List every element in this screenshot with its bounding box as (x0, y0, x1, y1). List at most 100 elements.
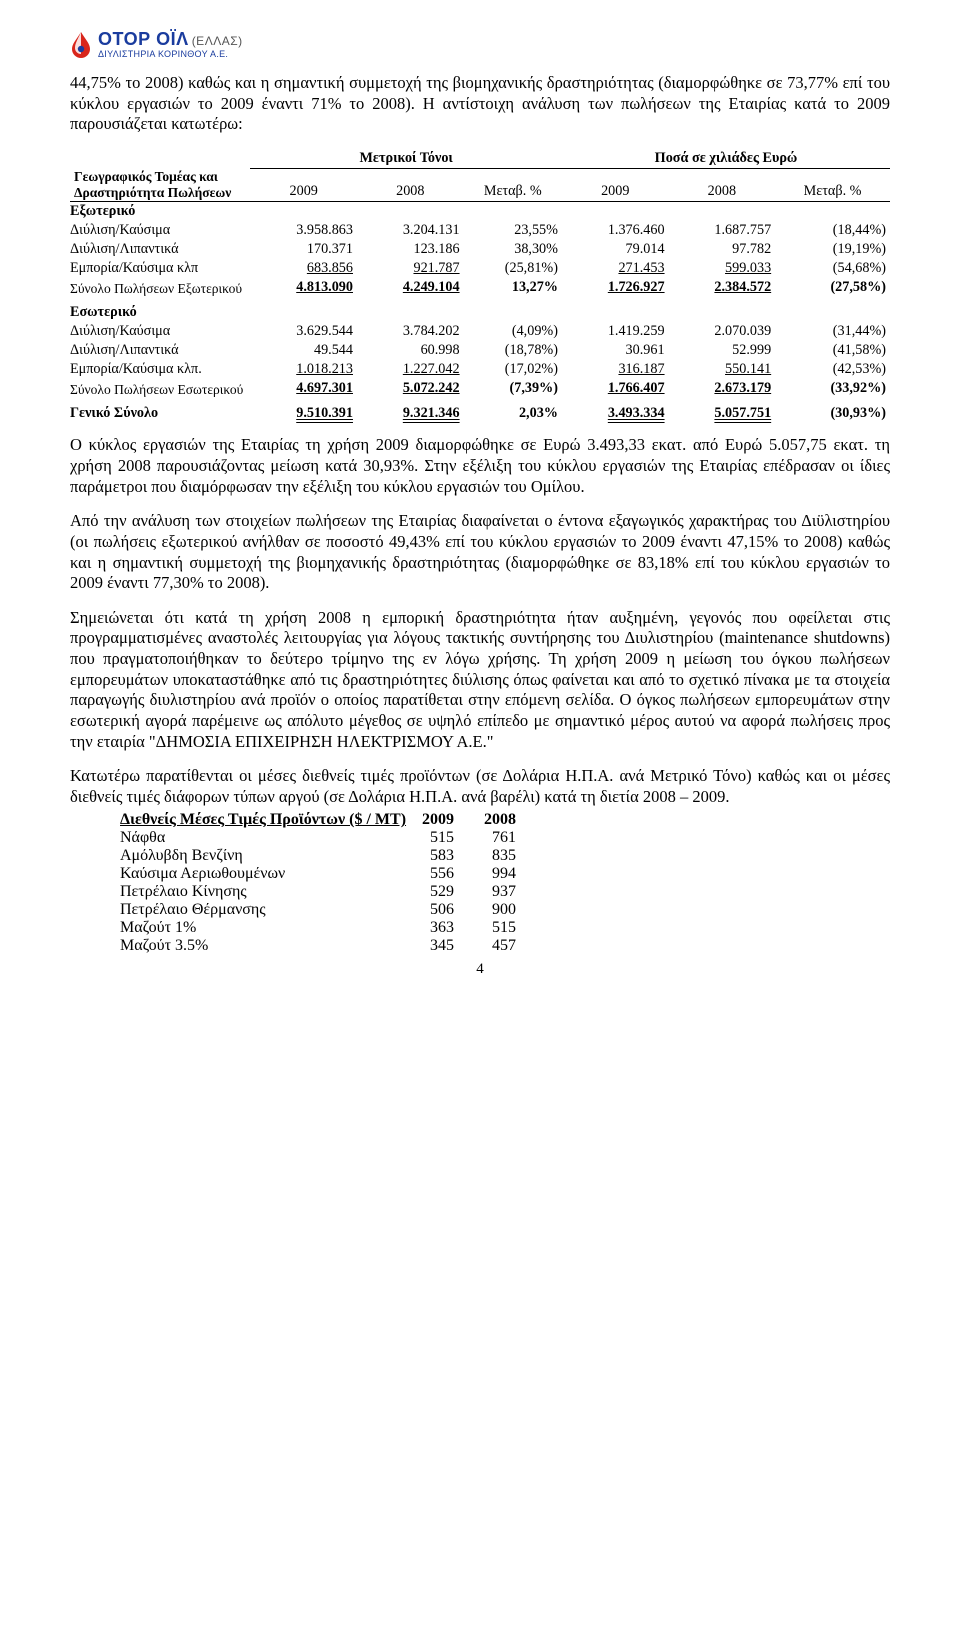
row-label: Νάφθα (120, 829, 422, 847)
cell: 170.371 (250, 240, 357, 259)
row-label: Διύλιση/Καύσιμα (70, 322, 250, 341)
col-delta-b: Μεταβ. % (775, 168, 890, 202)
cell: (18,44%) (775, 221, 890, 240)
cell: (25,81%) (464, 259, 562, 278)
table-row: Διύλιση/Λιπαντικά 49.544 60.998 (18,78%)… (70, 341, 890, 360)
cell: 2,03% (464, 404, 562, 423)
cell: 3.784.202 (357, 322, 464, 341)
group-thousands-eur: Ποσά σε χιλιάδες Ευρώ (562, 149, 890, 169)
paragraph-4: Σημειώνεται ότι κατά τη χρήση 2008 η εμπ… (70, 608, 890, 752)
cell: 599.033 (669, 259, 776, 278)
ext-total-label: Σύνολο Πωλήσεων Εξωτερικού (70, 278, 250, 297)
cell: 316.187 (562, 360, 669, 379)
cell: 835 (484, 847, 546, 865)
ext-label: Εξωτερικό (70, 202, 250, 222)
cell: 1.726.927 (562, 278, 669, 297)
cell: 5.057.751 (669, 404, 776, 423)
cell: 271.453 (562, 259, 669, 278)
cell: 4.697.301 (250, 379, 357, 398)
int-label: Εσωτερικό (70, 303, 250, 322)
cell: 1.376.460 (562, 221, 669, 240)
col-2009-b: 2009 (562, 168, 669, 202)
row-label: Διύλιση/Λιπαντικά (70, 240, 250, 259)
cell: 1.687.757 (669, 221, 776, 240)
cell: 583 (422, 847, 484, 865)
cell: 506 (422, 901, 484, 919)
paragraph-5: Κατωτέρω παρατίθενται οι μέσες διεθνείς … (70, 766, 890, 807)
section-ext-header: Εξωτερικό (70, 202, 890, 222)
cell: 457 (484, 937, 546, 955)
cell: 1.766.407 (562, 379, 669, 398)
group-header-row: Μετρικοί Τόνοι Ποσά σε χιλιάδες Ευρώ (70, 149, 890, 169)
cell: 3.629.544 (250, 322, 357, 341)
cell: 556 (422, 865, 484, 883)
cell: 2.384.572 (669, 278, 776, 297)
section-int-header: Εσωτερικό (70, 303, 890, 322)
company-logo: ΟΤΟΡ ΟΪΛ(ΕΛΛΑΣ) ΔΙΥΛΙΣΤΗΡΙΑ ΚΟΡΙΝΘΟΥ Α.Ε… (70, 30, 890, 59)
cell: 363 (422, 919, 484, 937)
row-label: Μαζούτ 1% (120, 919, 422, 937)
sales-analysis-table: Μετρικοί Τόνοι Ποσά σε χιλιάδες Ευρώ Γεω… (70, 149, 890, 424)
row-label: Διύλιση/Καύσιμα (70, 221, 250, 240)
cell: 4.249.104 (357, 278, 464, 297)
int-total-row: Σύνολο Πωλήσεων Εσωτερικού 4.697.301 5.0… (70, 379, 890, 398)
cell: 529 (422, 883, 484, 901)
cell: 515 (484, 919, 546, 937)
logo-suffix: (ΕΛΛΑΣ) (192, 34, 243, 48)
row-label: Εμπορία/Καύσιμα κλπ (70, 259, 250, 278)
cell: 3.493.334 (562, 404, 669, 423)
cell: 30.961 (562, 341, 669, 360)
table-row: Εμπορία/Καύσιμα κλπ 683.856 921.787 (25,… (70, 259, 890, 278)
table-row: Καύσιμα Αεριωθουμένων 556 994 (120, 865, 546, 883)
cell: 52.999 (669, 341, 776, 360)
ext-total-row: Σύνολο Πωλήσεων Εξωτερικού 4.813.090 4.2… (70, 278, 890, 297)
prices-header-row: Διεθνείς Μέσες Τιμές Προϊόντων ($ / ΜΤ) … (120, 811, 546, 829)
row-label: Πετρέλαιο Κίνησης (120, 883, 422, 901)
col-2009-a: 2009 (250, 168, 357, 202)
intro-paragraph: 44,75% το 2008) καθώς και η σημαντική συ… (70, 73, 890, 135)
cell: 1.227.042 (357, 360, 464, 379)
prices-title: Διεθνείς Μέσες Τιμές Προϊόντων ($ / ΜΤ) (120, 811, 422, 829)
cell: (30,93%) (775, 404, 890, 423)
row-label: Διύλιση/Λιπαντικά (70, 341, 250, 360)
col-2008-a: 2008 (357, 168, 464, 202)
cell: 13,27% (464, 278, 562, 297)
grand-total-label: Γενικό Σύνολο (70, 404, 250, 423)
row-label: Πετρέλαιο Θέρμανσης (120, 901, 422, 919)
prices-col-2008: 2008 (484, 811, 546, 829)
prices-col-2009: 2009 (422, 811, 484, 829)
cell: 5.072.242 (357, 379, 464, 398)
table-row: Αμόλυβδη Βενζίνη 583 835 (120, 847, 546, 865)
cell: 921.787 (357, 259, 464, 278)
cell: (7,39%) (464, 379, 562, 398)
cell: 3.204.131 (357, 221, 464, 240)
row-label: Μαζούτ 3.5% (120, 937, 422, 955)
product-prices-table: Διεθνείς Μέσες Τιμές Προϊόντων ($ / ΜΤ) … (120, 811, 546, 955)
page-container: ΟΤΟΡ ΟΪΛ(ΕΛΛΑΣ) ΔΙΥΛΙΣΤΗΡΙΑ ΚΟΡΙΝΘΟΥ Α.Ε… (0, 0, 960, 1008)
cell: 60.998 (357, 341, 464, 360)
table-row: Εμπορία/Καύσιμα κλπ. 1.018.213 1.227.042… (70, 360, 890, 379)
col-delta-a: Μεταβ. % (464, 168, 562, 202)
cell: 97.782 (669, 240, 776, 259)
table-row: Πετρέλαιο Κίνησης 529 937 (120, 883, 546, 901)
grand-total-row: Γενικό Σύνολο 9.510.391 9.321.346 2,03% … (70, 404, 890, 423)
cell: 1.419.259 (562, 322, 669, 341)
cell: 345 (422, 937, 484, 955)
paragraph-2: Ο κύκλος εργασιών της Εταιρίας τη χρήση … (70, 435, 890, 497)
cell: 79.014 (562, 240, 669, 259)
cell: 3.958.863 (250, 221, 357, 240)
int-total-label: Σύνολο Πωλήσεων Εσωτερικού (70, 379, 250, 398)
page-number: 4 (70, 961, 890, 978)
cell: (41,58%) (775, 341, 890, 360)
cell: (19,19%) (775, 240, 890, 259)
logo-main-text: ΟΤΟΡ ΟΪΛ(ΕΛΛΑΣ) (98, 30, 243, 48)
cell: 2.070.039 (669, 322, 776, 341)
cell: (42,53%) (775, 360, 890, 379)
cell: 49.544 (250, 341, 357, 360)
logo-text: ΟΤΟΡ ΟΪΛ(ΕΛΛΑΣ) ΔΙΥΛΙΣΤΗΡΙΑ ΚΟΡΙΝΘΟΥ Α.Ε… (98, 30, 243, 59)
row-label: Καύσιμα Αεριωθουμένων (120, 865, 422, 883)
cell: 9.510.391 (250, 404, 357, 423)
cell: 761 (484, 829, 546, 847)
table-row: Μαζούτ 3.5% 345 457 (120, 937, 546, 955)
table-row: Πετρέλαιο Θέρμανσης 506 900 (120, 901, 546, 919)
